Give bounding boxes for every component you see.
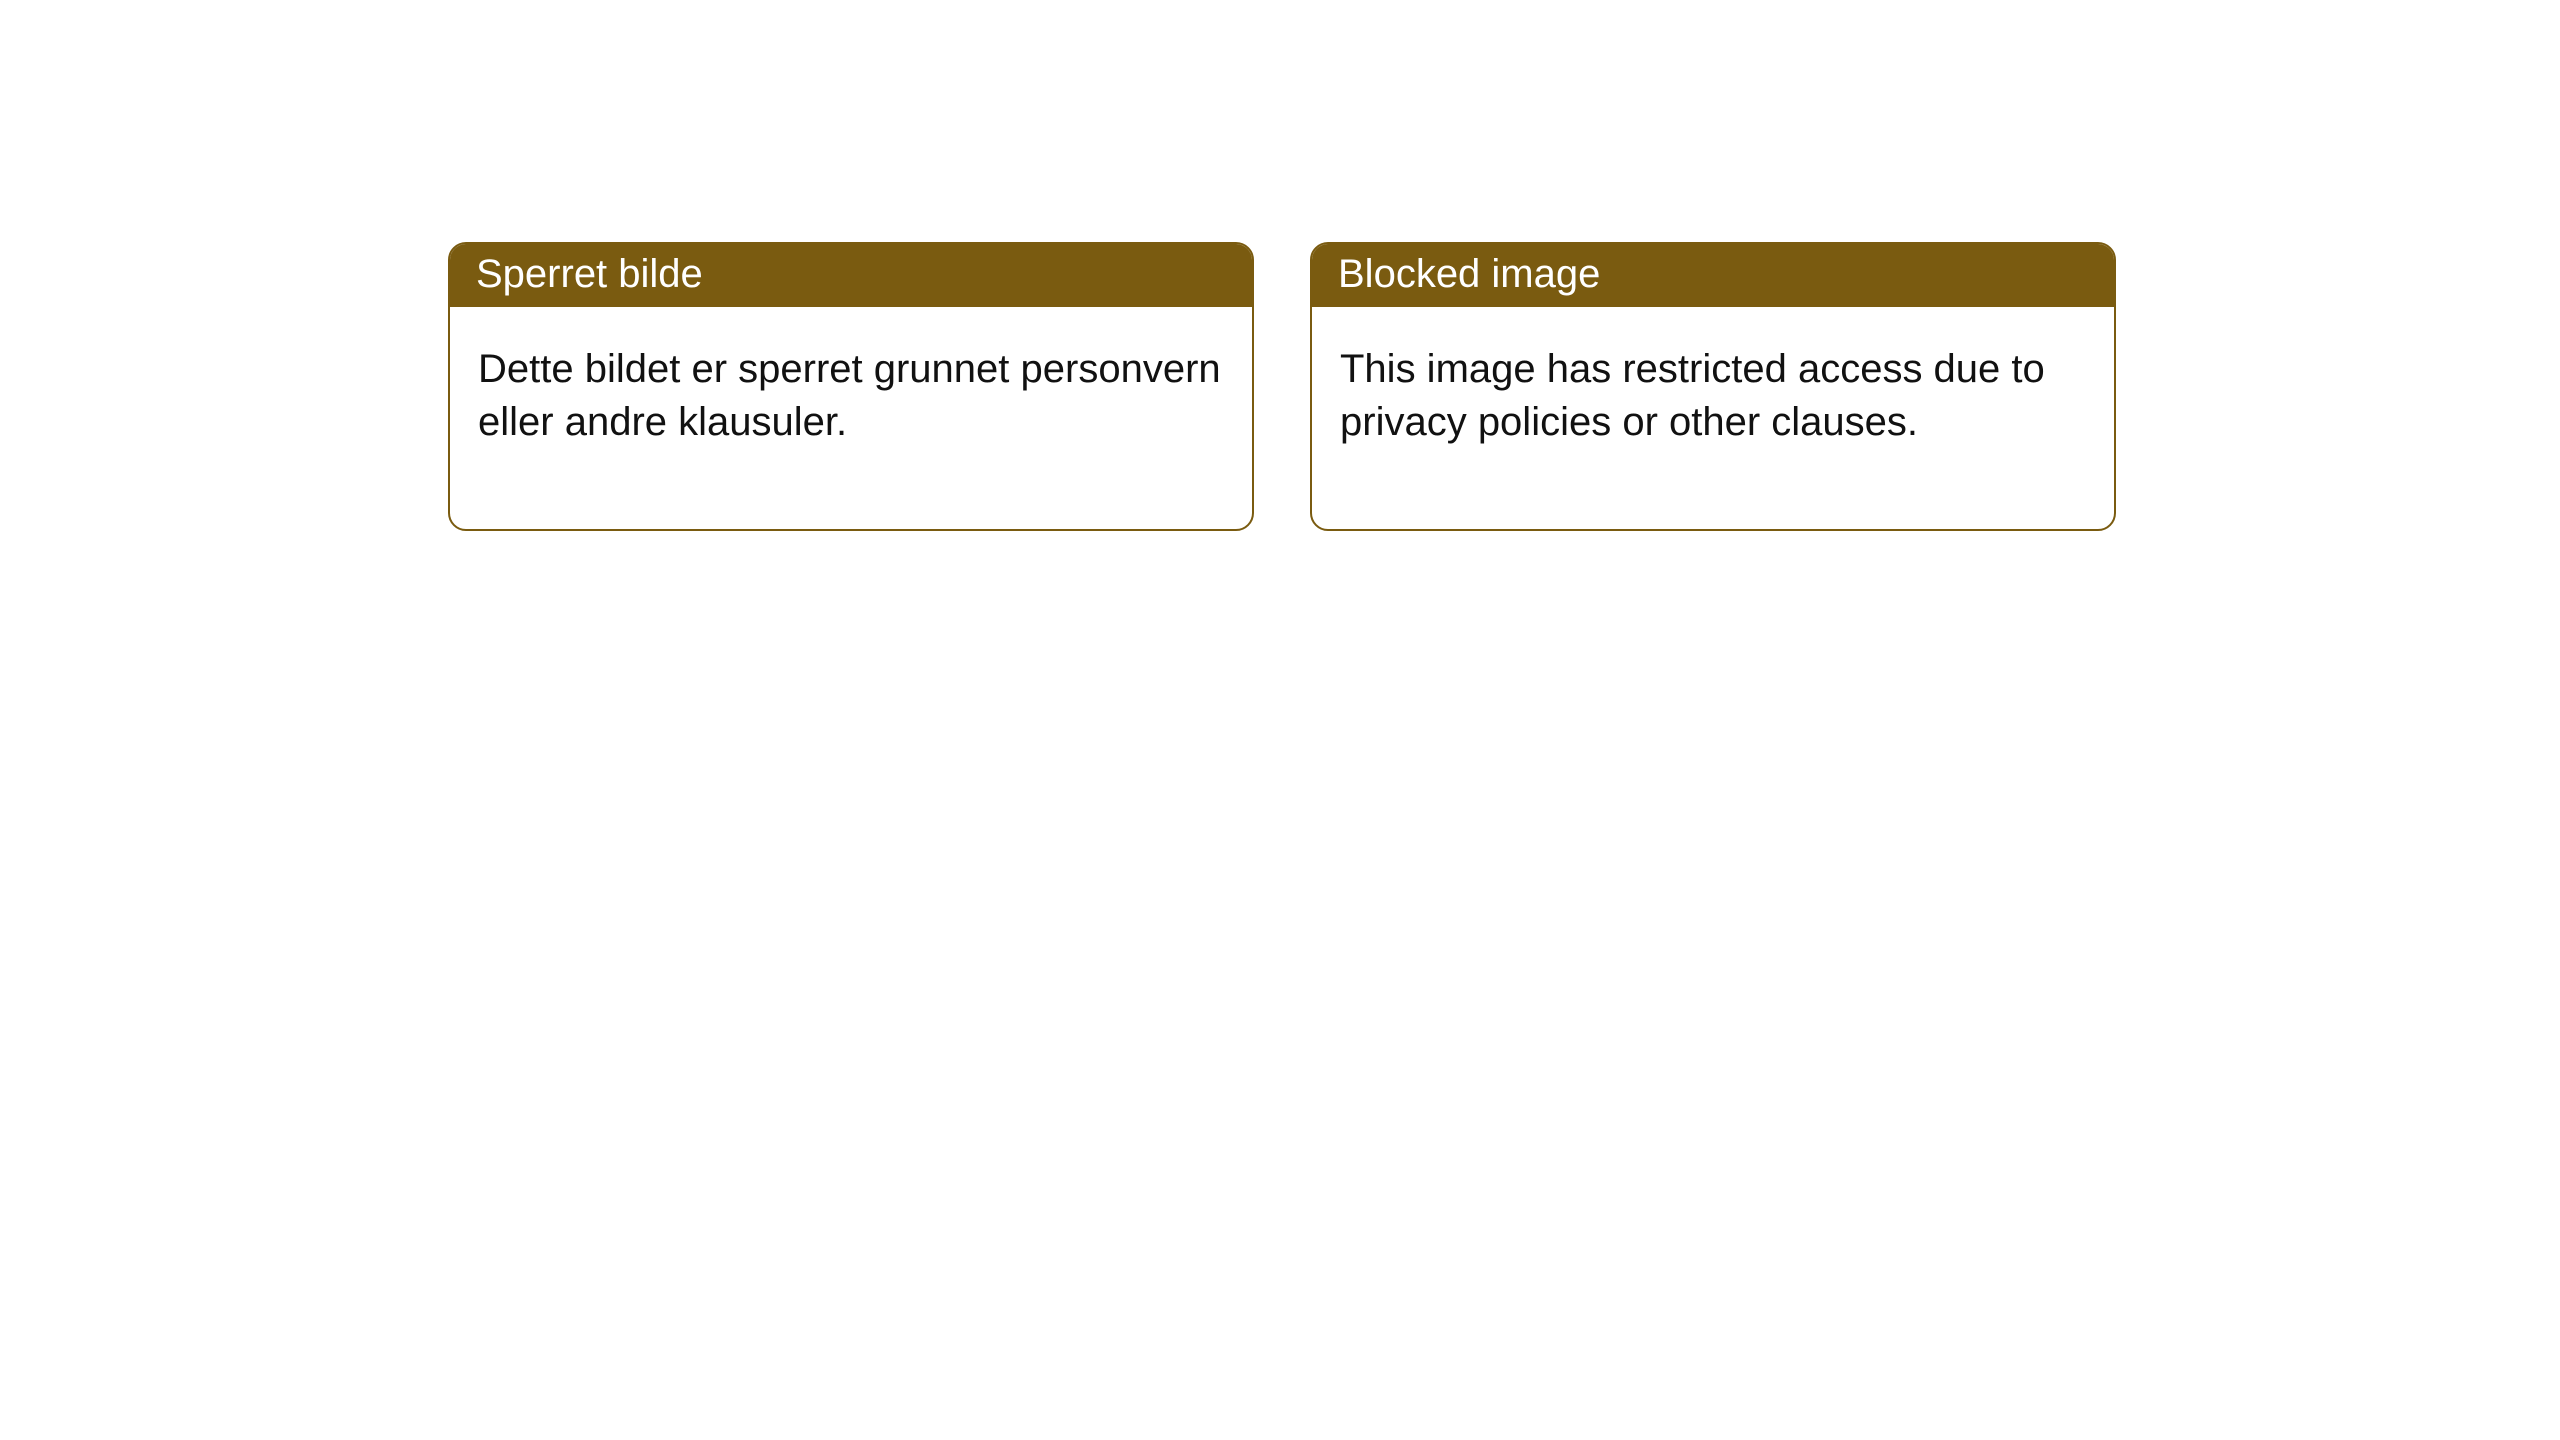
notice-card-title: Sperret bilde — [450, 244, 1252, 307]
notice-card-title: Blocked image — [1312, 244, 2114, 307]
notice-card-norwegian: Sperret bilde Dette bildet er sperret gr… — [448, 242, 1254, 531]
notice-card-body: Dette bildet er sperret grunnet personve… — [450, 307, 1252, 529]
notice-card-body: This image has restricted access due to … — [1312, 307, 2114, 529]
notice-card-english: Blocked image This image has restricted … — [1310, 242, 2116, 531]
notice-container: Sperret bilde Dette bildet er sperret gr… — [0, 0, 2560, 531]
